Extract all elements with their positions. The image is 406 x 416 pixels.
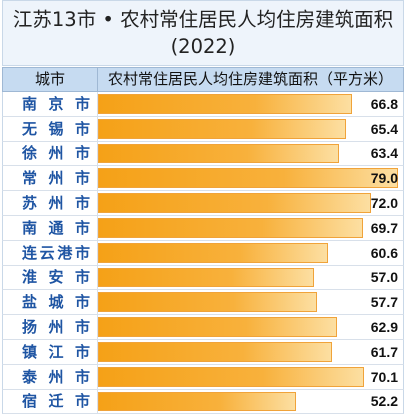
table-row: 无锡市 65.4 [2, 116, 404, 142]
header-metric: 农村常住居民人均住房建筑面积（平方米） [107, 70, 393, 88]
bar-cell: 65.4 [98, 117, 403, 141]
value-label: 70.1 [370, 368, 398, 385]
table-row: 徐州市 63.4 [2, 141, 404, 167]
city-label: 镇江市 [22, 342, 90, 361]
city-label: 扬州市 [22, 318, 90, 337]
bar-cell: 63.4 [98, 142, 403, 166]
bar-cell: 60.6 [98, 241, 403, 265]
city-cell: 扬州市 [3, 315, 98, 339]
value-label: 52.2 [370, 393, 398, 410]
city-label: 泰州市 [22, 367, 90, 386]
table-row: 南京市 66.8 [2, 92, 404, 117]
header-city: 城市 [3, 68, 98, 91]
city-cell: 宿迁市 [3, 389, 98, 414]
table-row: 扬州市 62.9 [2, 315, 404, 340]
city-cell: 南京市 [3, 92, 98, 116]
chart-subtitle: (2022) [170, 35, 236, 58]
chart-title: 江苏13市 • 农村常住居民人均住房建筑面积 [12, 8, 394, 31]
data-bar [98, 217, 363, 238]
table-row: 南通市 69.7 [2, 215, 404, 241]
city-cell: 南通市 [3, 215, 98, 240]
value-label: 57.7 [370, 294, 398, 311]
table-row: 泰州市 70.1 [2, 364, 404, 390]
bar-cell: 57.0 [98, 266, 403, 290]
bar-cell: 61.7 [98, 340, 403, 364]
data-bar [98, 143, 339, 164]
value-label: 62.9 [370, 319, 398, 336]
city-label: 宿迁市 [22, 392, 90, 411]
city-cell: 常州市 [3, 166, 98, 191]
city-cell: 无锡市 [3, 116, 98, 141]
value-label: 69.7 [370, 219, 398, 236]
value-label: 66.8 [370, 95, 398, 112]
table-row: 常州市 79.0 [2, 166, 404, 192]
data-bar [98, 341, 333, 362]
bar-cell: 66.8 [98, 92, 403, 116]
value-label: 72.0 [370, 195, 398, 212]
city-cell: 徐州市 [3, 141, 98, 166]
value-label: 57.0 [370, 269, 398, 286]
value-label: 61.7 [370, 343, 398, 360]
city-cell: 淮安市 [3, 265, 98, 290]
value-label: 79.0 [370, 170, 398, 187]
bar-cell: 69.7 [98, 216, 403, 240]
bar-cell: 57.7 [98, 290, 403, 314]
table-body: 南京市 66.8 无锡市 65.4 徐州市 63.4 常州市 79.0 苏州市 72.0 南通市 69… [2, 92, 404, 415]
table-row: 盐城市 57.7 [2, 290, 404, 316]
city-cell: 镇江市 [3, 339, 98, 364]
city-label: 苏州市 [22, 194, 90, 213]
table-header-row: 城市 农村常住居民人均住房建筑面积（平方米） [2, 67, 404, 92]
data-bar [98, 317, 337, 337]
city-label: 淮安市 [22, 268, 90, 287]
city-label: 徐州市 [22, 144, 90, 163]
data-bar [98, 193, 372, 213]
city-label: 连云港市 [22, 243, 90, 262]
city-cell: 连云港市 [3, 240, 98, 265]
data-bar [98, 292, 318, 313]
data-bar [98, 391, 297, 412]
city-cell: 盐城市 [3, 290, 98, 315]
city-label: 无锡市 [22, 119, 90, 138]
bar-cell: 62.9 [98, 315, 403, 339]
data-bar [98, 94, 352, 114]
title-block: 江苏13市 • 农村常住居民人均住房建筑面积 (2022) [2, 0, 404, 66]
bar-cell: 52.2 [98, 390, 403, 414]
city-cell: 泰州市 [3, 364, 98, 389]
value-label: 60.6 [370, 244, 398, 261]
city-label: 南京市 [22, 94, 90, 113]
data-bar [98, 118, 347, 139]
city-label: 常州市 [22, 169, 90, 188]
value-label: 65.4 [370, 120, 398, 137]
data-bar [98, 242, 329, 263]
table-row: 镇江市 61.7 [2, 339, 404, 365]
city-label: 南通市 [22, 218, 90, 237]
bar-cell: 79.0 [98, 166, 403, 190]
bar-cell: 70.1 [98, 365, 403, 389]
table-row: 淮安市 57.0 [2, 265, 404, 291]
table-row: 连云港市 60.6 [2, 240, 404, 266]
data-bar [98, 168, 398, 189]
city-label: 盐城市 [22, 293, 90, 312]
bar-cell: 72.0 [98, 191, 403, 215]
table-row: 苏州市 72.0 [2, 191, 404, 216]
table-row: 宿迁市 52.2 [2, 389, 404, 415]
city-cell: 苏州市 [3, 191, 98, 215]
value-label: 63.4 [370, 145, 398, 162]
data-bar [98, 267, 315, 288]
data-bar [98, 366, 365, 387]
